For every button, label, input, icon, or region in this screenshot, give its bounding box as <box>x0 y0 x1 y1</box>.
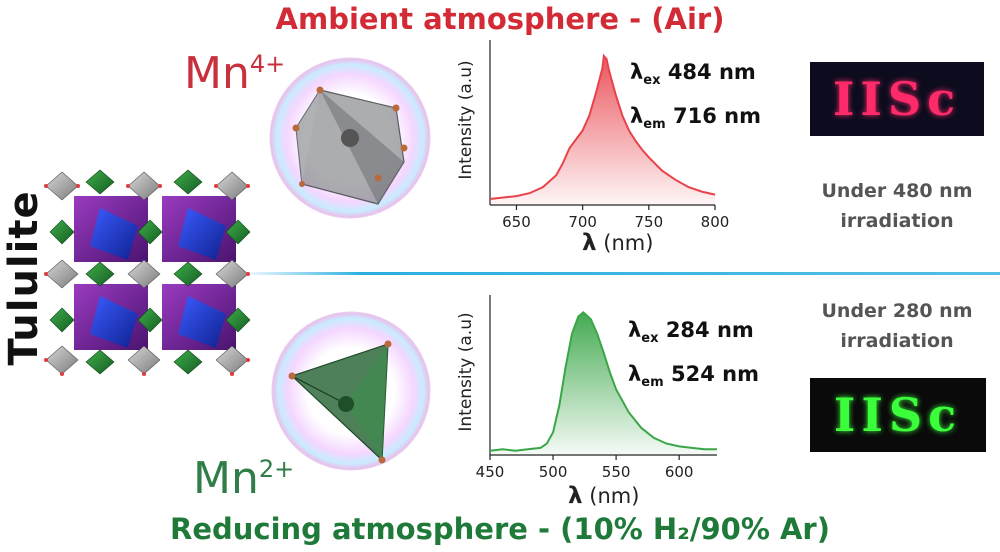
top-em-value: 716 nm <box>672 104 761 128</box>
mn4-ion-label: Mn4+ <box>184 48 285 99</box>
sample-photo-red: IISc <box>810 62 984 136</box>
top-ex-value: 484 nm <box>667 60 756 84</box>
chart-top-line <box>489 53 716 200</box>
x-tick-label: 800 <box>701 213 730 231</box>
octahedron-bubble-icon <box>269 57 431 219</box>
x-tick-label: 600 <box>665 463 694 481</box>
top-excitation-label: λex 484 nm <box>630 60 756 88</box>
bottom-irr-line2: irradiation <box>840 330 954 352</box>
top-em-sub: em <box>643 117 666 133</box>
emission-spectrum-bottom: 450 500 550 600 <box>476 295 717 481</box>
bottom-ex-symbol: λ <box>628 318 642 342</box>
top-title: Ambient atmosphere - (Air) <box>275 2 725 36</box>
top-em-symbol: λ <box>630 104 644 128</box>
bottom-ex-value: 284 nm <box>665 318 754 342</box>
bottom-excitation-label: λex 284 nm <box>628 318 754 346</box>
sample-photo-green: IISc <box>810 378 986 452</box>
chart-bottom-area <box>490 312 717 455</box>
bottom-title: Reducing atmosphere - (10% H₂/90% Ar) <box>170 512 830 546</box>
x-tick-label: 650 <box>502 213 531 231</box>
section-divider <box>250 272 1000 275</box>
chart-bottom-ticks: 450 500 550 600 <box>476 455 694 481</box>
ion-top-base: Mn <box>184 48 250 99</box>
top-emission-label: λem 716 nm <box>630 104 761 132</box>
bottom-irradiation-label: Under 280 nm irradiation <box>797 296 997 356</box>
chart-top-xlabel-symbol: λ <box>582 230 597 256</box>
x-tick-label: 750 <box>635 213 664 231</box>
bottom-em-sub: em <box>641 375 664 391</box>
sample-red-text: IISc <box>832 72 962 126</box>
x-tick-label: 550 <box>602 463 631 481</box>
top-irr-line1: Under 480 nm <box>821 180 973 202</box>
x-tick-label: 500 <box>539 463 568 481</box>
bottom-irr-line1: Under 280 nm <box>821 300 973 322</box>
ion-bottom-base: Mn <box>193 453 259 504</box>
ion-top-charge: 4+ <box>249 50 286 78</box>
emission-spectrum-top: 650 700 750 800 <box>489 40 729 231</box>
chart-bottom-xlabel-symbol: λ <box>568 483 583 509</box>
top-ex-sub: ex <box>643 73 661 89</box>
crystal-structure-illustration <box>44 169 251 376</box>
mn2-ion-label: Mn2+ <box>193 453 294 504</box>
top-irradiation-label: Under 480 nm irradiation <box>797 176 997 236</box>
bottom-em-symbol: λ <box>628 362 642 386</box>
bottom-emission-label: λem 524 nm <box>628 362 759 390</box>
ion-bottom-charge: 2+ <box>258 455 295 483</box>
chart-top-ticks: 650 700 750 800 <box>502 205 729 231</box>
bottom-em-value: 524 nm <box>670 362 759 386</box>
x-tick-label: 700 <box>568 213 597 231</box>
top-irr-line2: irradiation <box>840 210 954 232</box>
chart-top-xlabel: λ (nm) <box>582 230 653 256</box>
chart-bottom-xlabel-unit: (nm) <box>589 484 640 508</box>
x-tick-label: 450 <box>476 463 505 481</box>
tetrahedron-bubble-icon <box>271 311 431 471</box>
top-ex-symbol: λ <box>630 60 644 84</box>
chart-top-xlabel-unit: (nm) <box>603 231 654 255</box>
chart-bottom-xlabel: λ (nm) <box>568 483 639 509</box>
sample-green-text: IISc <box>833 388 963 442</box>
chart-top-ylabel: Intensity (a.u) <box>456 60 476 180</box>
chart-bottom-line <box>489 310 717 452</box>
bottom-ex-sub: ex <box>641 331 659 347</box>
chart-bottom-ylabel: Intensity (a.u) <box>456 312 476 432</box>
